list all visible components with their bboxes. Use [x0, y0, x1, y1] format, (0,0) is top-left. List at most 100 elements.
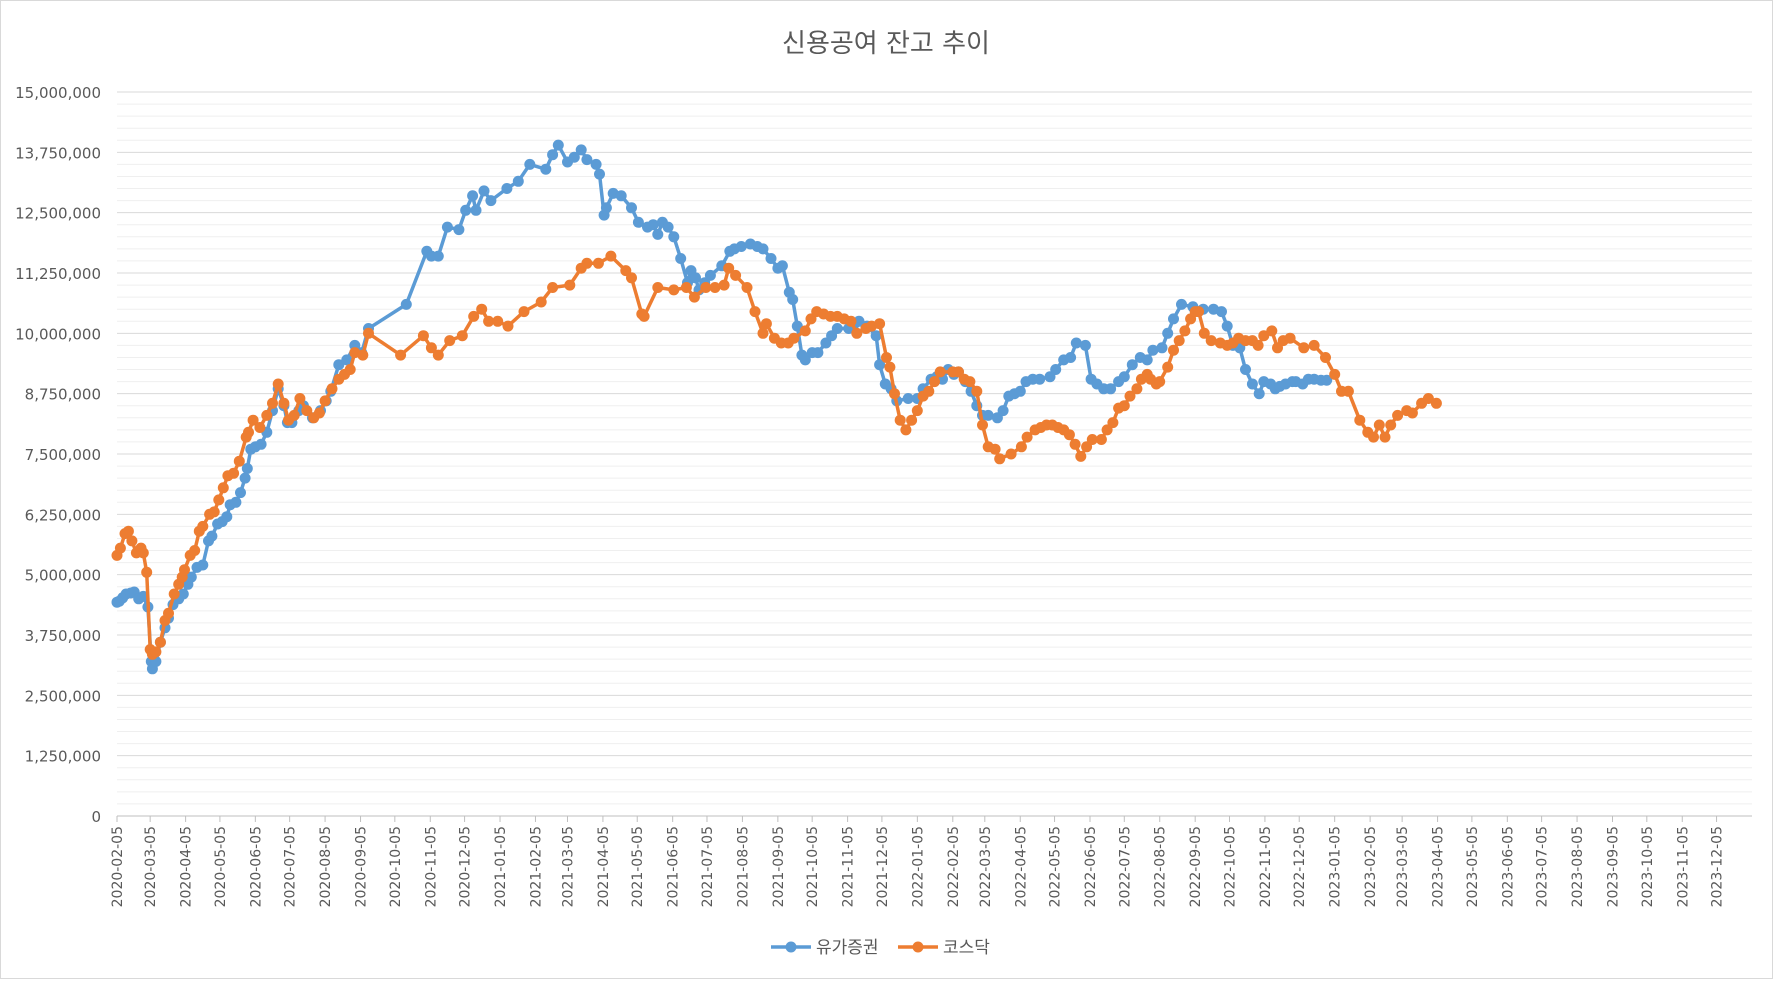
x-tick-label: 2020-10-05	[388, 826, 404, 907]
x-axis: 2020-02-05 2020-03-05 2020-04-05 2020-05-05…	[110, 816, 1726, 907]
data-point	[1392, 409, 1404, 421]
x-tick-label: 2022-07-05	[1117, 826, 1133, 907]
data-point	[923, 385, 935, 397]
data-point	[662, 221, 674, 233]
x-tick-label: 2021-09-05	[771, 826, 787, 907]
data-point	[581, 154, 593, 166]
data-point	[1253, 388, 1265, 400]
y-axis: 0 1,250,000 2,500,000 3,750,000 5,000,000 6,2…	[15, 84, 101, 826]
data-point	[964, 376, 976, 388]
data-point	[1320, 352, 1331, 363]
x-tick-label: 2023-09-05	[1606, 826, 1622, 907]
data-point	[1173, 335, 1185, 347]
data-point	[994, 453, 1006, 465]
data-point	[168, 588, 180, 600]
x-tick-label: 2020-07-05	[283, 826, 299, 907]
data-point	[313, 407, 325, 419]
data-point	[1070, 337, 1082, 349]
data-point	[1065, 352, 1077, 363]
x-tick-label: 2023-06-05	[1500, 826, 1516, 907]
y-tick-label: 11,250,000	[15, 265, 101, 283]
data-point	[233, 455, 245, 467]
data-point	[1168, 344, 1179, 356]
data-point	[1368, 431, 1379, 443]
x-tick-label: 2020-08-05	[318, 826, 334, 907]
data-point	[1075, 450, 1087, 462]
legend-label: 코스닥	[943, 938, 990, 958]
data-point	[177, 588, 189, 600]
data-point	[590, 158, 602, 170]
data-point	[1063, 429, 1075, 441]
x-tick-label: 2022-04-05	[1013, 826, 1029, 907]
data-point	[1205, 335, 1217, 347]
data-point	[1385, 419, 1397, 431]
data-point	[718, 279, 730, 291]
x-tick-label: 2023-01-05	[1328, 826, 1344, 907]
data-point	[217, 482, 229, 494]
data-point	[230, 496, 242, 508]
data-point	[294, 393, 306, 404]
x-tick-label: 2021-01-05	[493, 826, 509, 907]
x-tick-label: 2021-04-05	[596, 826, 612, 907]
data-point	[1240, 364, 1251, 375]
y-tick-label: 0	[91, 808, 101, 826]
data-point	[1176, 298, 1187, 310]
data-point	[501, 183, 513, 194]
data-point	[1430, 397, 1442, 409]
x-tick-label: 2023-07-05	[1535, 826, 1551, 907]
data-point	[122, 525, 134, 537]
data-point	[247, 414, 259, 426]
data-point	[911, 405, 923, 417]
x-tick-label: 2022-01-05	[910, 826, 926, 907]
data-point	[235, 487, 246, 499]
x-tick-label: 2022-03-05	[978, 826, 994, 907]
y-tick-label: 13,750,000	[15, 144, 101, 162]
data-point	[757, 327, 769, 339]
data-point	[1422, 393, 1434, 404]
x-tick-label: 2022-06-05	[1083, 826, 1099, 907]
legend-swatch-marker	[785, 941, 797, 953]
data-point	[626, 272, 637, 284]
data-point	[1005, 448, 1017, 460]
data-point	[185, 571, 197, 583]
data-point	[1118, 371, 1130, 383]
x-tick-label: 2021-10-05	[805, 826, 821, 907]
data-point	[1105, 383, 1117, 395]
data-point	[1034, 373, 1046, 385]
data-point	[163, 607, 174, 619]
y-tick-label: 8,750,000	[25, 386, 101, 404]
data-point	[723, 262, 735, 274]
data-point	[478, 185, 490, 197]
data-point	[1124, 390, 1136, 402]
data-point	[730, 269, 742, 281]
series-group	[111, 139, 1442, 675]
data-point	[179, 564, 190, 576]
data-point	[278, 397, 290, 409]
data-point	[564, 279, 576, 291]
data-point	[902, 393, 914, 404]
y-tick-label: 1,250,000	[25, 748, 101, 766]
data-point	[812, 347, 824, 359]
data-point	[395, 349, 407, 361]
data-point	[150, 646, 162, 658]
x-tick-label: 2020-02-05	[110, 826, 126, 907]
data-point	[154, 636, 166, 648]
data-point	[141, 566, 153, 578]
data-point	[547, 149, 559, 161]
y-tick-label: 7,500,000	[25, 446, 101, 464]
data-point	[575, 144, 587, 156]
data-point	[977, 419, 988, 431]
data-point	[765, 253, 777, 264]
data-point	[288, 409, 300, 421]
data-point	[208, 506, 220, 518]
data-point	[851, 327, 863, 339]
legend-item: 유가증권	[771, 938, 879, 958]
data-point	[1266, 325, 1278, 337]
data-point	[1014, 385, 1026, 397]
data-point	[700, 282, 712, 293]
data-point	[1198, 327, 1210, 339]
data-point	[647, 219, 659, 231]
data-point	[1179, 325, 1191, 337]
data-point	[241, 463, 253, 474]
x-tick-label: 2022-05-05	[1048, 826, 1064, 907]
